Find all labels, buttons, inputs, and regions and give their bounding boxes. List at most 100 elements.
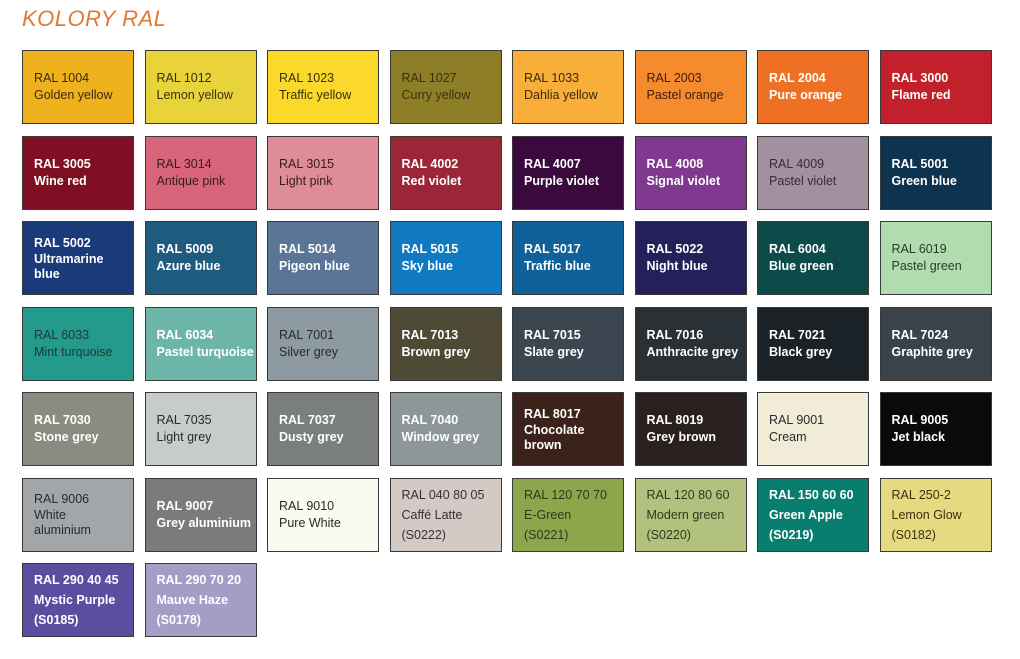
swatch-code: RAL 9006 <box>34 492 90 506</box>
color-swatch: RAL 7021 Black grey <box>757 306 869 381</box>
color-swatch: RAL 7035 Light grey <box>144 392 257 466</box>
swatch-name: Brown grey <box>401 344 471 359</box>
swatch-name: White aluminium <box>34 508 91 537</box>
swatch-code: RAL 3014 <box>156 156 212 171</box>
swatch-name: Azure blue <box>156 259 221 273</box>
color-swatch: RAL 5014 Pigeon blue <box>267 221 379 295</box>
swatch-code: RAL 2003 <box>646 71 702 85</box>
swatch-name: Flame red <box>891 88 951 102</box>
swatch-name: Grey brown <box>646 430 716 444</box>
swatch-code: RAL 7037 <box>279 413 336 427</box>
swatch-name: Lemon yellow <box>156 88 233 102</box>
swatch-name: Anthracite grey <box>646 344 739 359</box>
swatch-code: RAL 1027 <box>401 71 457 85</box>
swatch-code: RAL 6019 <box>891 242 947 256</box>
swatch-code: RAL 6004 <box>769 242 826 256</box>
swatch-code: RAL 1033 <box>524 71 580 85</box>
swatch-reference: (S0182) <box>891 527 936 542</box>
swatch-name: Dusty grey <box>279 430 344 444</box>
color-swatch: RAL 1023 Traffic yellow <box>267 50 379 124</box>
swatch-name: Signal violet <box>646 173 721 188</box>
color-swatch: RAL 3000 Flame red <box>879 50 992 124</box>
swatch-code: RAL 5017 <box>524 242 581 256</box>
color-swatch: RAL 7030 Stone grey <box>22 392 134 466</box>
color-swatch: RAL 1027 Curry yellow <box>389 50 502 124</box>
color-swatch: RAL 250-2 Lemon Glow (S0182) <box>879 477 992 552</box>
swatch-name: Cream <box>769 430 807 444</box>
swatch-name: Pigeon blue <box>279 259 350 273</box>
color-swatch: RAL 7024 Graphite grey <box>879 306 992 381</box>
swatch-code: RAL 3005 <box>34 156 91 171</box>
swatch-code: RAL 7024 <box>891 327 949 342</box>
swatch-code: RAL 040 80 05 <box>401 487 485 502</box>
color-swatch: RAL 7016 Anthracite grey <box>634 306 747 381</box>
swatch-code: RAL 5009 <box>156 242 214 256</box>
color-swatch: RAL 4008 Signal violet <box>634 135 747 210</box>
color-swatch: RAL 9006 White aluminium <box>22 477 134 552</box>
swatch-code: RAL 150 60 60 <box>769 487 854 502</box>
color-swatch: RAL 9007 Grey aluminium <box>144 477 257 552</box>
swatch-name: Pastel violet <box>769 173 837 188</box>
swatch-name: Pastel green <box>891 259 962 273</box>
swatch-code: RAL 6034 <box>156 327 214 342</box>
swatch-reference: (S0221) <box>524 527 569 542</box>
color-swatch: RAL 120 80 60 Modern green (S0220) <box>634 477 747 552</box>
swatch-code: RAL 5001 <box>891 156 949 171</box>
color-swatch: RAL 290 70 20 Mauve Haze (S0178) <box>144 563 257 637</box>
swatch-code: RAL 250-2 <box>891 487 951 502</box>
swatch-name: Light pink <box>279 173 333 188</box>
swatch-code: RAL 5022 <box>646 242 704 256</box>
swatch-reference: (S0219) <box>769 527 814 542</box>
swatch-code: RAL 7040 <box>401 413 459 427</box>
swatch-code: RAL 120 70 70 <box>524 487 607 502</box>
swatch-name: Mystic Purple <box>34 593 116 607</box>
swatch-name: Mauve Haze <box>156 593 229 607</box>
color-swatch: RAL 6019 Pastel green <box>879 221 992 295</box>
swatch-name: Grey aluminium <box>156 515 251 530</box>
color-swatch: RAL 7015 Slate grey <box>512 306 624 381</box>
swatch-name: Pastel turquoise <box>156 344 254 359</box>
swatch-code: RAL 1012 <box>156 71 212 85</box>
color-swatch: RAL 3005 Wine red <box>22 135 134 210</box>
color-swatch: RAL 1033 Dahlia yellow <box>512 50 624 124</box>
swatch-code: RAL 290 40 45 <box>34 573 119 587</box>
swatch-name: Purple violet <box>524 173 600 188</box>
color-swatch: RAL 2003 Pastel orange <box>634 50 747 124</box>
color-swatch: RAL 7037 Dusty grey <box>267 392 379 466</box>
swatch-name: Caffé Latte <box>401 507 463 522</box>
color-swatch: RAL 5015 Sky blue <box>389 221 502 295</box>
swatch-code: RAL 3000 <box>891 71 949 85</box>
color-swatch: RAL 8019 Grey brown <box>634 392 747 466</box>
swatch-name: E-Green <box>524 507 572 522</box>
color-swatch: RAL 2004 Pure orange <box>757 50 869 124</box>
color-swatch: RAL 1004 Golden yellow <box>22 50 134 124</box>
swatch-name: Lemon Glow <box>891 507 962 522</box>
swatch-name: Antique pink <box>156 173 226 188</box>
swatch-code: RAL 7035 <box>156 413 212 427</box>
color-swatch: RAL 4009 Pastel violet <box>757 135 869 210</box>
color-swatch: RAL 4007 Purple violet <box>512 135 624 210</box>
color-swatch: RAL 3014 Antique pink <box>144 135 257 210</box>
swatch-name: Mint turquoise <box>34 344 113 359</box>
swatch-code: RAL 4007 <box>524 156 581 171</box>
color-swatch: RAL 6033 Mint turquoise <box>22 306 134 381</box>
color-swatch: RAL 9010 Pure White <box>267 477 379 552</box>
swatch-code: RAL 7015 <box>524 327 581 342</box>
color-swatch: RAL 150 60 60 Green Apple (S0219) <box>757 477 869 552</box>
color-swatch: RAL 3015 Light pink <box>267 135 379 210</box>
color-swatch: RAL 040 80 05 Caffé Latte (S0222) <box>389 477 502 552</box>
swatch-name: Red violet <box>401 173 462 188</box>
swatch-name: Slate grey <box>524 344 584 359</box>
swatch-name: Green blue <box>891 173 957 188</box>
swatch-code: RAL 4002 <box>401 156 459 171</box>
swatch-code: RAL 290 70 20 <box>156 573 242 587</box>
color-swatch: RAL 7013 Brown grey <box>389 306 502 381</box>
swatch-grid: RAL 1004 Golden yellow RAL 1012 Lemon yello… <box>22 50 992 637</box>
swatch-code: RAL 2004 <box>769 71 826 85</box>
swatch-code: RAL 1004 <box>34 71 90 85</box>
swatch-name: Stone grey <box>34 430 99 444</box>
color-swatch: RAL 5001 Green blue <box>879 135 992 210</box>
swatch-name: Modern green <box>646 507 725 522</box>
swatch-name: Curry yellow <box>401 88 471 102</box>
swatch-code: RAL 4008 <box>646 156 704 171</box>
